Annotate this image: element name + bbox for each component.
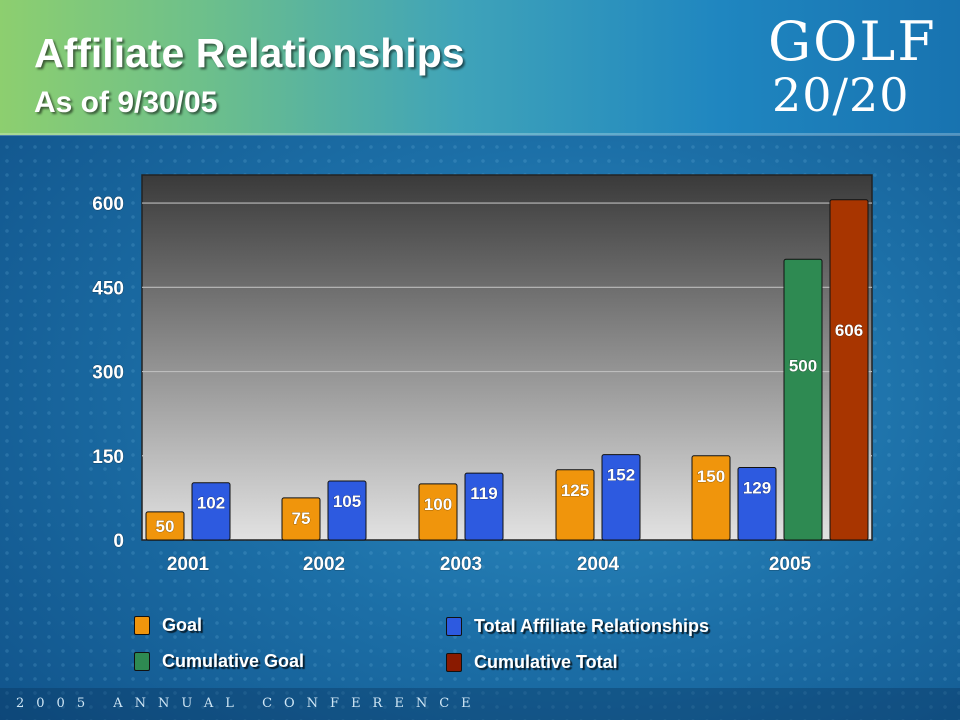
y-tick-label: 450	[92, 278, 124, 299]
data-label: 500	[789, 357, 817, 376]
legend-item-cumulative-goal: Cumulative Goal	[134, 651, 304, 672]
x-tick-label: 2004	[577, 554, 620, 575]
bar	[601, 454, 641, 541]
x-axis: 2001 2002 2003 2004 2005	[166, 554, 812, 576]
golf-2020-logo: GOLF 20/20	[768, 14, 948, 124]
data-label: 150	[697, 467, 725, 486]
bar	[327, 480, 367, 541]
legend-label-goal: Goal	[162, 615, 203, 635]
y-axis: 0 150 300 450 600	[92, 194, 125, 553]
data-label: 102	[197, 494, 225, 513]
gridlines	[142, 202, 872, 457]
data-label: 100	[424, 495, 452, 514]
footer-bar	[0, 688, 960, 720]
x-tick-label: 2002	[303, 554, 345, 575]
data-label: 606	[835, 321, 863, 340]
y-tick-label: 150	[92, 447, 124, 468]
bar	[464, 472, 504, 541]
bars: 50 102 75 105 100 119 125 152 150 129 500 606	[145, 199, 869, 541]
logo-line-2: 20/20	[772, 68, 910, 122]
legend-item-goal: Goal	[134, 615, 202, 636]
bar	[691, 455, 731, 541]
data-label: 50	[156, 517, 175, 536]
data-label: 105	[333, 492, 361, 511]
header-divider	[0, 133, 960, 136]
legend-swatch-total	[446, 617, 462, 636]
legend-label-cumulative-total: Cumulative Total	[474, 652, 618, 672]
page-title: Affiliate Relationships	[34, 30, 465, 76]
legend-swatch-goal	[134, 616, 150, 635]
legend-item-total: Total Affiliate Relationships	[446, 616, 709, 637]
footer-text: 2005 ANNUAL CONFERENCE	[16, 696, 483, 711]
legend-swatch-cumulative-goal	[134, 652, 150, 671]
bar	[829, 199, 869, 541]
legend-item-cumulative-total: Cumulative Total	[446, 652, 618, 673]
y-tick-label: 0	[113, 531, 124, 552]
y-tick-label: 300	[92, 363, 124, 384]
bar	[191, 482, 231, 541]
bar	[281, 497, 321, 541]
page-subtitle: As of 9/30/05	[34, 86, 218, 119]
data-label: 129	[743, 479, 771, 498]
data-label: 75	[292, 509, 311, 528]
bar	[145, 511, 185, 541]
data-label: 125	[561, 481, 589, 500]
x-tick-label: 2003	[440, 554, 482, 575]
legend-label-total: Total Affiliate Relationships	[474, 616, 710, 636]
bar	[737, 467, 777, 541]
bar	[418, 483, 458, 541]
header-banner	[0, 0, 960, 135]
bar	[783, 258, 823, 541]
x-tick-label: 2001	[167, 554, 210, 575]
legend-swatch-cumulative-total	[446, 653, 462, 672]
logo-line-1: GOLF	[768, 10, 937, 73]
legend-label-cumulative-goal: Cumulative Goal	[162, 651, 305, 671]
data-label: 152	[607, 466, 635, 485]
y-tick-label: 600	[92, 194, 124, 215]
data-label: 119	[470, 484, 497, 503]
bar	[555, 469, 595, 541]
x-tick-label: 2005	[769, 554, 812, 575]
